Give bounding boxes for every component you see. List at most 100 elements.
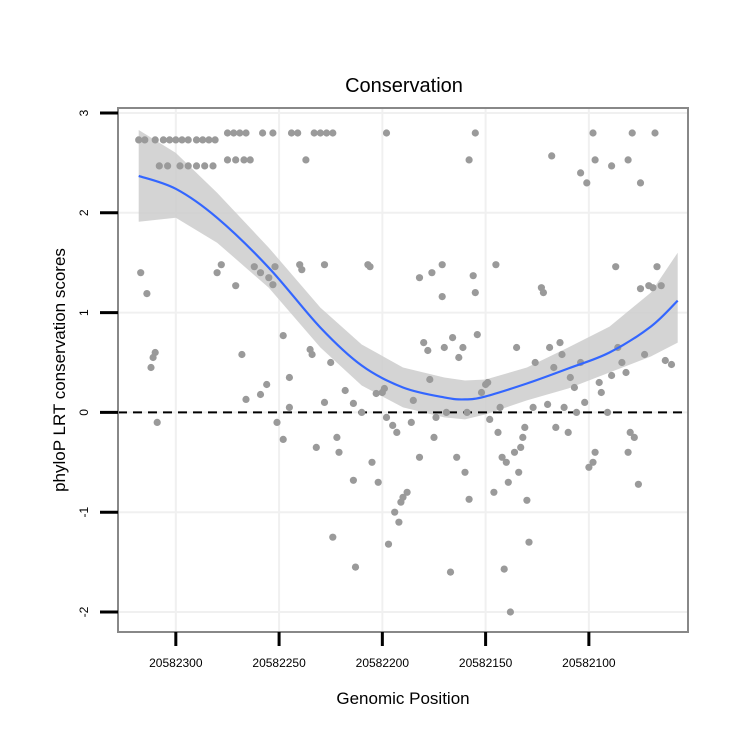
data-point bbox=[657, 282, 665, 290]
data-point bbox=[415, 274, 424, 282]
data-point bbox=[323, 129, 331, 137]
data-point bbox=[595, 378, 603, 387]
x-tick-label: 20582250 bbox=[252, 656, 306, 670]
data-point bbox=[608, 371, 616, 380]
data-point bbox=[298, 266, 306, 274]
data-point bbox=[455, 353, 463, 362]
data-point bbox=[223, 156, 232, 164]
data-point bbox=[232, 156, 240, 164]
data-point bbox=[312, 443, 320, 451]
data-point bbox=[428, 269, 436, 277]
data-point bbox=[556, 339, 564, 347]
x-tick-label: 20582100 bbox=[562, 656, 616, 670]
data-point bbox=[490, 488, 498, 496]
data-point bbox=[372, 389, 380, 398]
data-point bbox=[440, 343, 448, 352]
y-tick-label: -1 bbox=[77, 507, 91, 518]
data-point bbox=[415, 453, 424, 461]
data-point bbox=[591, 156, 599, 164]
data-point bbox=[201, 162, 209, 170]
y-tick-label: 1 bbox=[77, 309, 91, 316]
data-point bbox=[496, 403, 504, 411]
data-point bbox=[151, 348, 159, 357]
data-point bbox=[548, 152, 556, 160]
data-point bbox=[552, 423, 560, 431]
data-point bbox=[409, 396, 417, 404]
y-axis-ticks: -2 -1 0 1 2 3 bbox=[77, 109, 118, 617]
data-point bbox=[544, 400, 552, 408]
data-point bbox=[471, 129, 479, 137]
data-point bbox=[265, 274, 273, 282]
data-point bbox=[603, 408, 612, 416]
data-point bbox=[151, 136, 159, 144]
data-point bbox=[459, 343, 467, 352]
data-point bbox=[184, 136, 192, 144]
data-point bbox=[147, 363, 155, 372]
data-point bbox=[329, 129, 337, 137]
data-point bbox=[349, 476, 357, 484]
data-point bbox=[564, 428, 572, 436]
y-tick-label: -2 bbox=[77, 606, 91, 617]
data-point bbox=[446, 568, 455, 576]
data-point bbox=[205, 136, 213, 144]
smooth-line bbox=[138, 174, 679, 401]
data-point bbox=[279, 332, 287, 340]
data-point bbox=[393, 428, 401, 436]
data-point bbox=[506, 608, 514, 616]
data-point bbox=[442, 408, 450, 416]
data-point bbox=[449, 334, 457, 342]
data-point bbox=[256, 390, 265, 399]
data-point bbox=[273, 418, 281, 426]
data-point bbox=[271, 263, 279, 271]
plot-border bbox=[117, 107, 689, 633]
data-point bbox=[500, 565, 508, 573]
data-point bbox=[327, 358, 335, 367]
data-point bbox=[630, 433, 638, 441]
data-point bbox=[178, 136, 186, 144]
data-point bbox=[461, 468, 469, 476]
data-point bbox=[519, 433, 527, 441]
y-tick-label: 2 bbox=[77, 209, 91, 216]
data-point bbox=[550, 363, 558, 372]
data-point bbox=[407, 418, 415, 426]
data-point bbox=[424, 346, 432, 355]
data-point bbox=[366, 263, 374, 271]
data-point bbox=[492, 261, 500, 269]
data-point bbox=[329, 533, 337, 541]
data-point bbox=[577, 169, 585, 177]
data-point bbox=[585, 463, 593, 471]
data-point bbox=[591, 448, 599, 456]
data-point bbox=[246, 156, 254, 164]
data-point bbox=[166, 136, 174, 144]
data-point bbox=[438, 261, 446, 269]
data-point bbox=[572, 408, 581, 416]
data-point bbox=[570, 383, 579, 392]
chart-title: Conservation bbox=[345, 75, 463, 97]
data-point bbox=[608, 162, 616, 170]
data-point bbox=[469, 272, 477, 280]
data-point bbox=[223, 129, 232, 137]
data-point bbox=[351, 563, 360, 571]
data-point bbox=[432, 413, 440, 421]
data-point bbox=[159, 136, 167, 144]
data-point bbox=[382, 413, 391, 421]
data-point bbox=[217, 261, 225, 269]
data-point bbox=[463, 408, 471, 416]
data-point bbox=[531, 358, 539, 367]
data-point bbox=[287, 129, 296, 137]
data-point bbox=[389, 421, 397, 429]
data-points bbox=[135, 129, 676, 616]
data-point bbox=[517, 443, 525, 451]
data-point bbox=[374, 478, 382, 486]
data-point bbox=[349, 399, 357, 407]
data-point bbox=[521, 423, 529, 431]
x-tick-label: 20582150 bbox=[459, 656, 513, 670]
x-tick-label: 20582200 bbox=[356, 656, 410, 670]
data-point bbox=[525, 538, 533, 546]
x-axis-title: Genomic Position bbox=[336, 689, 469, 708]
data-point bbox=[477, 388, 486, 397]
data-point bbox=[465, 156, 473, 164]
data-point bbox=[624, 448, 632, 456]
data-point bbox=[473, 331, 481, 339]
